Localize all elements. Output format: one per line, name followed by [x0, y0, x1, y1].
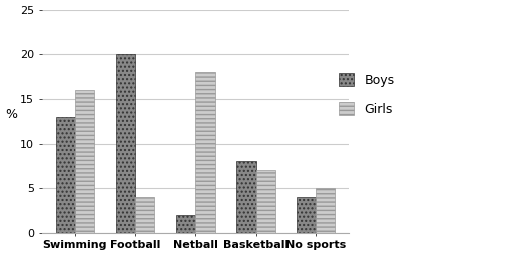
Bar [176, 215, 196, 233]
Bar [255, 170, 275, 233]
Bar [316, 188, 335, 233]
Legend: Boys, Girls: Boys, Girls [335, 70, 398, 119]
Bar [196, 72, 215, 233]
Bar [75, 90, 94, 233]
Y-axis label: %: % [6, 108, 17, 121]
Bar [116, 54, 135, 233]
Bar [237, 161, 255, 233]
Bar [56, 117, 75, 233]
Bar [296, 197, 316, 233]
Bar [135, 197, 155, 233]
